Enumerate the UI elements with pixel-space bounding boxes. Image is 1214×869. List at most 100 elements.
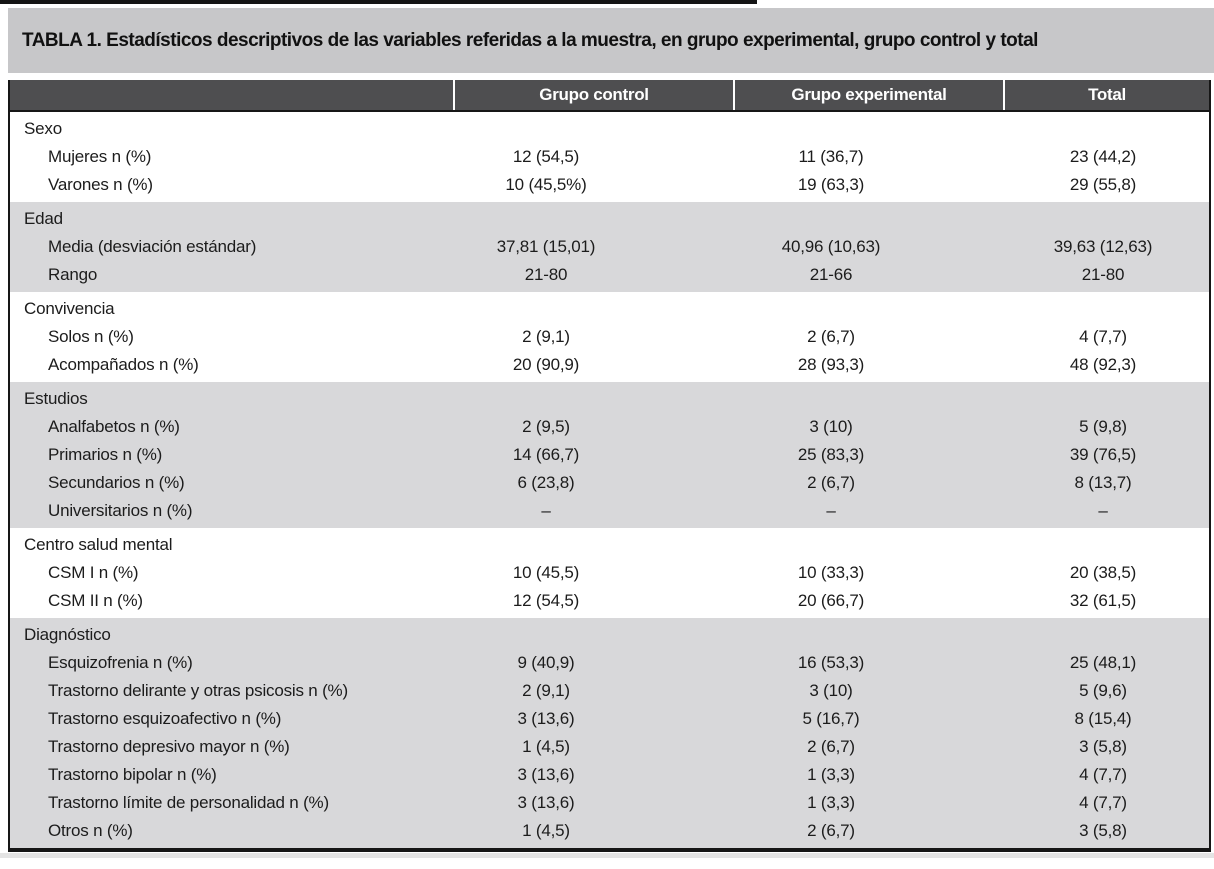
cell-value: 28 (93,3) [797, 355, 865, 374]
section-header-row: Diagnóstico [10, 621, 1209, 649]
column-header-empty [10, 80, 453, 110]
table-row: Trastorno delirante y otras psicosis n (… [10, 677, 1209, 705]
section-label: Sexo [24, 119, 62, 138]
column-header-grupo-control: Grupo control [455, 80, 733, 110]
table-body: Sexo Mujeres n (%) 12 (54,5) 11 (36,7) 23 (4… [10, 112, 1209, 848]
cell-value: 5 (9,8) [1079, 417, 1127, 436]
cell-value: 21-66 [809, 265, 853, 284]
section-header-row: Edad [10, 205, 1209, 233]
cell-value: 37,81 (15,01) [496, 237, 596, 256]
table-row: Trastorno esquizoafectivo n (%) 3 (13,6) 5… [10, 705, 1209, 733]
column-header-grupo-experimental: Grupo experimental [735, 80, 1003, 110]
section-label: Diagnóstico [24, 625, 111, 644]
cell-value: 20 (66,7) [797, 591, 865, 610]
row-label: Analfabetos n (%) [48, 417, 180, 436]
table-section: Convivencia Solos n (%) 2 (9,1) 2 (6,7) 4 (7… [10, 292, 1209, 382]
section-label: Edad [24, 209, 63, 228]
table-row: Rango 21-80 21-66 21-80 [10, 261, 1209, 289]
cell-value: 4 (7,7) [1079, 765, 1127, 784]
table-row: Otros n (%) 1 (4,5) 2 (6,7) 3 (5,8) [10, 817, 1209, 845]
top-rule [0, 0, 757, 4]
cell-value: 3 (5,8) [1079, 737, 1127, 756]
cell-value: 39,63 (12,63) [1053, 237, 1153, 256]
cell-value: 2 (6,7) [807, 327, 855, 346]
cell-value: 21-80 [524, 265, 568, 284]
cell-value: 3 (13,6) [517, 793, 575, 812]
cell-value: 12 (54,5) [512, 147, 580, 166]
cell-value: 12 (54,5) [512, 591, 580, 610]
table-section: Centro salud mental CSM I n (%) 10 (45,5) 1… [10, 528, 1209, 618]
cell-value: 9 (40,9) [517, 653, 575, 672]
table-row: Trastorno depresivo mayor n (%) 1 (4,5) 2 … [10, 733, 1209, 761]
section-header-row: Sexo [10, 115, 1209, 143]
table-row: Analfabetos n (%) 2 (9,5) 3 (10) 5 (9,8) [10, 413, 1209, 441]
cell-value: 3 (13,6) [517, 709, 575, 728]
section-header-row: Convivencia [10, 295, 1209, 323]
section-label: Centro salud mental [24, 535, 173, 554]
cell-value: 11 (36,7) [798, 147, 864, 166]
cell-value: 32 (61,5) [1069, 591, 1137, 610]
cell-value: 10 (33,3) [797, 563, 865, 582]
cell-value: 16 (53,3) [797, 653, 865, 672]
cell-value: 1 (4,5) [522, 737, 570, 756]
cell-value: 8 (15,4) [1074, 709, 1132, 728]
table-section: Diagnóstico Esquizofrenia n (%) 9 (40,9) 16… [10, 618, 1209, 848]
title-band: TABLA 1. Estadísticos descriptivos de la… [8, 8, 1214, 73]
cell-value: 8 (13,7) [1074, 473, 1132, 492]
table-row: Solos n (%) 2 (9,1) 2 (6,7) 4 (7,7) [10, 323, 1209, 351]
cell-value: 3 (10) [809, 417, 853, 436]
cell-value: 5 (16,7) [802, 709, 860, 728]
row-label: Universitarios n (%) [48, 501, 193, 520]
cell-value: 40,96 (10,63) [781, 237, 881, 256]
table-title: TABLA 1. Estadísticos descriptivos de la… [22, 29, 1038, 51]
row-label: Secundarios n (%) [48, 473, 185, 492]
cell-value: 2 (6,7) [807, 737, 855, 756]
cell-value: 10 (45,5%) [505, 175, 587, 194]
table-row: Secundarios n (%) 6 (23,8) 2 (6,7) 8 (13,7) [10, 469, 1209, 497]
row-label: Trastorno delirante y otras psicosis n (… [48, 681, 348, 700]
cell-value: 39 (76,5) [1069, 445, 1137, 464]
table-section: Sexo Mujeres n (%) 12 (54,5) 11 (36,7) 23 (4… [10, 112, 1209, 202]
table-row: CSM II n (%) 12 (54,5) 20 (66,7) 32 (61,5) [10, 587, 1209, 615]
cell-value: 23 (44,2) [1069, 147, 1137, 166]
cell-value: 29 (55,8) [1069, 175, 1137, 194]
table-row: CSM I n (%) 10 (45,5) 10 (33,3) 20 (38,5) [10, 559, 1209, 587]
row-label: Primarios n (%) [48, 445, 163, 464]
table-row: Acompañados n (%) 20 (90,9) 28 (93,3) 48 (9… [10, 351, 1209, 379]
section-header-row: Centro salud mental [10, 531, 1209, 559]
cell-value: 3 (10) [809, 681, 853, 700]
cell-value: 14 (66,7) [512, 445, 580, 464]
table-row: Varones n (%) 10 (45,5%) 19 (63,3) 29 (55,8… [10, 171, 1209, 199]
row-label: CSM II n (%) [48, 591, 143, 610]
column-header-total: Total [1005, 80, 1209, 110]
table-row: Trastorno límite de personalidad n (%) 3 … [10, 789, 1209, 817]
cell-value: – [1098, 501, 1108, 520]
row-label: Esquizofrenia n (%) [48, 653, 193, 672]
cell-value: 2 (9,1) [522, 327, 570, 346]
cell-value: 1 (3,3) [807, 765, 855, 784]
row-label: Trastorno bipolar n (%) [48, 765, 217, 784]
row-label: Varones n (%) [48, 175, 153, 194]
table-header-row: Grupo control Grupo experimental Total [10, 80, 1209, 112]
cell-value: 6 (23,8) [517, 473, 575, 492]
scan-artifact-line [0, 853, 1214, 858]
cell-value: 19 (63,3) [797, 175, 865, 194]
row-label: Trastorno esquizoafectivo n (%) [48, 709, 282, 728]
cell-value: 2 (6,7) [807, 473, 855, 492]
row-label: Otros n (%) [48, 821, 133, 840]
table-row: Primarios n (%) 14 (66,7) 25 (83,3) 39 (76,… [10, 441, 1209, 469]
section-header-row: Estudios [10, 385, 1209, 413]
row-label: Trastorno límite de personalidad n (%) [48, 793, 329, 812]
table-row: Esquizofrenia n (%) 9 (40,9) 16 (53,3) 25 (… [10, 649, 1209, 677]
cell-value: – [826, 501, 836, 520]
section-label: Convivencia [24, 299, 115, 318]
row-label: Mujeres n (%) [48, 147, 152, 166]
table-section: Estudios Analfabetos n (%) 2 (9,5) 3 (10) 5 … [10, 382, 1209, 528]
cell-value: 2 (9,5) [522, 417, 570, 436]
cell-value: 21-80 [1081, 265, 1125, 284]
row-label: Acompañados n (%) [48, 355, 199, 374]
cell-value: 20 (38,5) [1069, 563, 1137, 582]
cell-value: 4 (7,7) [1079, 327, 1127, 346]
cell-value: 20 (90,9) [512, 355, 580, 374]
